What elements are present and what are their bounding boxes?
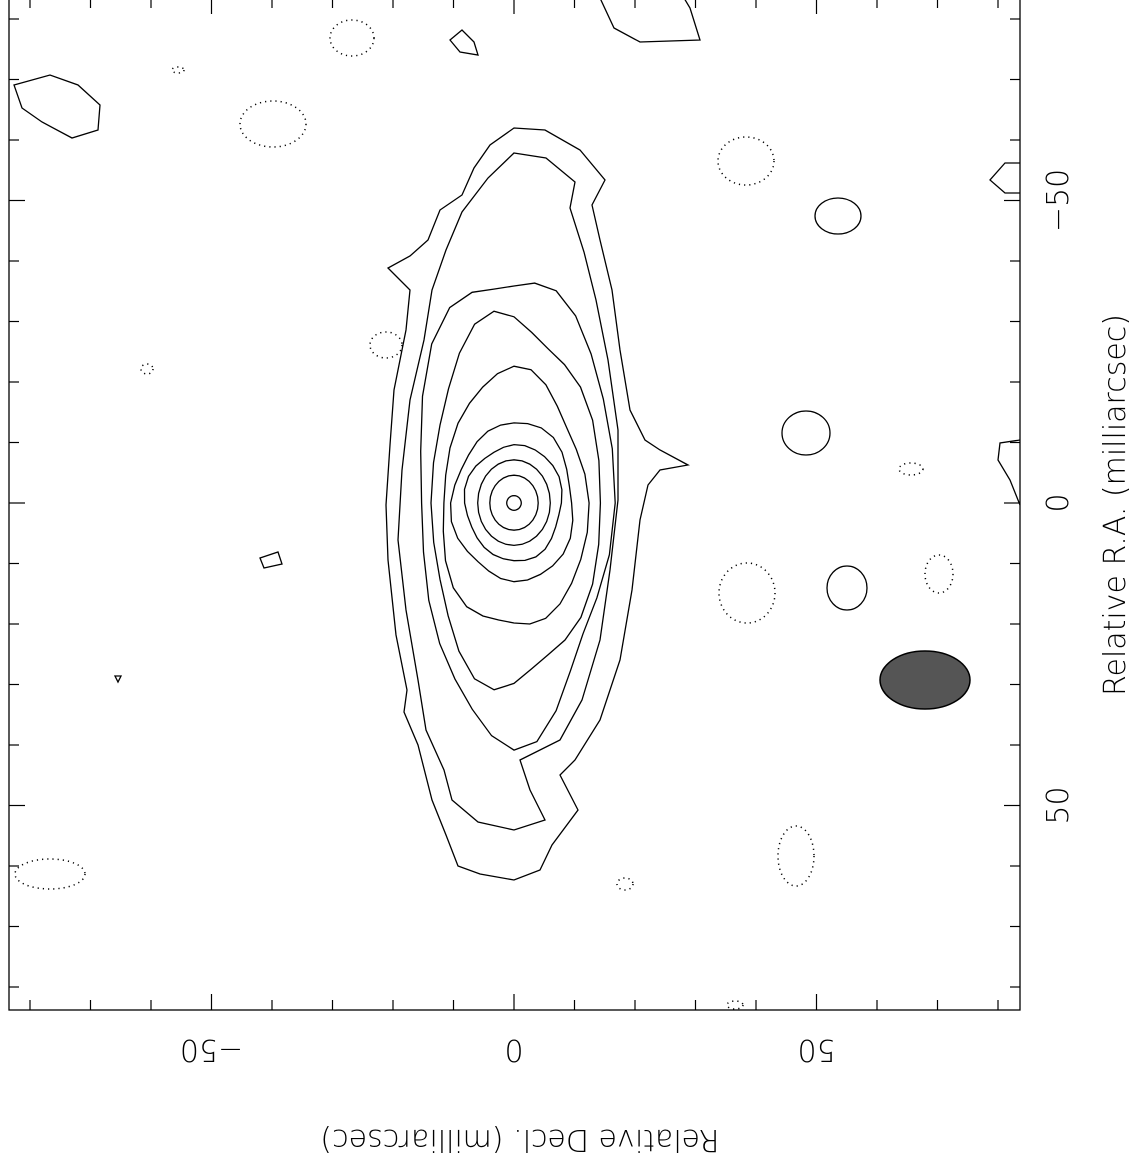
contour-level <box>489 474 539 531</box>
noise-contour <box>777 825 815 887</box>
noise-contour <box>14 858 86 890</box>
noise-contour <box>369 331 403 359</box>
noise-contour <box>814 197 862 235</box>
noise-contour <box>140 363 154 375</box>
contour-level <box>430 310 602 691</box>
y-tick-label: −50 <box>180 1032 243 1067</box>
contour-level <box>463 443 563 562</box>
noise-contour <box>726 1000 744 1010</box>
y-tick-label: 0 <box>504 1032 523 1067</box>
contour-level <box>506 494 522 511</box>
noise-contour <box>924 554 954 594</box>
contour-level <box>477 459 551 547</box>
stray-contours <box>13 0 1021 1010</box>
noise-contour <box>171 66 185 74</box>
axis-ticks <box>9 0 1020 1010</box>
contour-level <box>449 422 574 583</box>
tick-labels: 50 0 −50 50 0 −50 <box>180 169 1076 1067</box>
noise-contour <box>826 565 868 611</box>
noise-contour <box>717 136 775 186</box>
noise-contour <box>13 74 101 139</box>
y-axis-label: Relative Decl. (milliarcsec) <box>320 1122 719 1157</box>
contour-level <box>397 152 619 831</box>
contour-level <box>385 127 690 881</box>
plot-frame <box>8 0 1021 1011</box>
noise-contour <box>997 439 1021 506</box>
contour-level <box>420 282 616 751</box>
noise-contour <box>718 562 776 624</box>
x-axis-label: Relative R.A. (milliarcsec) <box>1098 314 1133 696</box>
noise-contour <box>329 19 375 57</box>
noise-contour <box>898 462 924 476</box>
noise-contour <box>616 877 634 891</box>
noise-contour <box>781 410 831 456</box>
noise-contour <box>113 675 123 684</box>
contour-level <box>442 365 590 625</box>
x-tick-label: 50 <box>1041 786 1076 824</box>
source-contours <box>385 127 690 881</box>
beam-ellipse <box>879 650 971 710</box>
x-tick-label: −50 <box>1041 169 1076 232</box>
x-tick-label: 0 <box>1041 493 1076 512</box>
noise-contour <box>239 100 307 148</box>
noise-contour <box>259 551 283 569</box>
noise-contour <box>449 29 479 56</box>
noise-contour <box>600 0 701 43</box>
noise-contour <box>989 162 1020 194</box>
y-tick-label: 50 <box>797 1032 835 1067</box>
